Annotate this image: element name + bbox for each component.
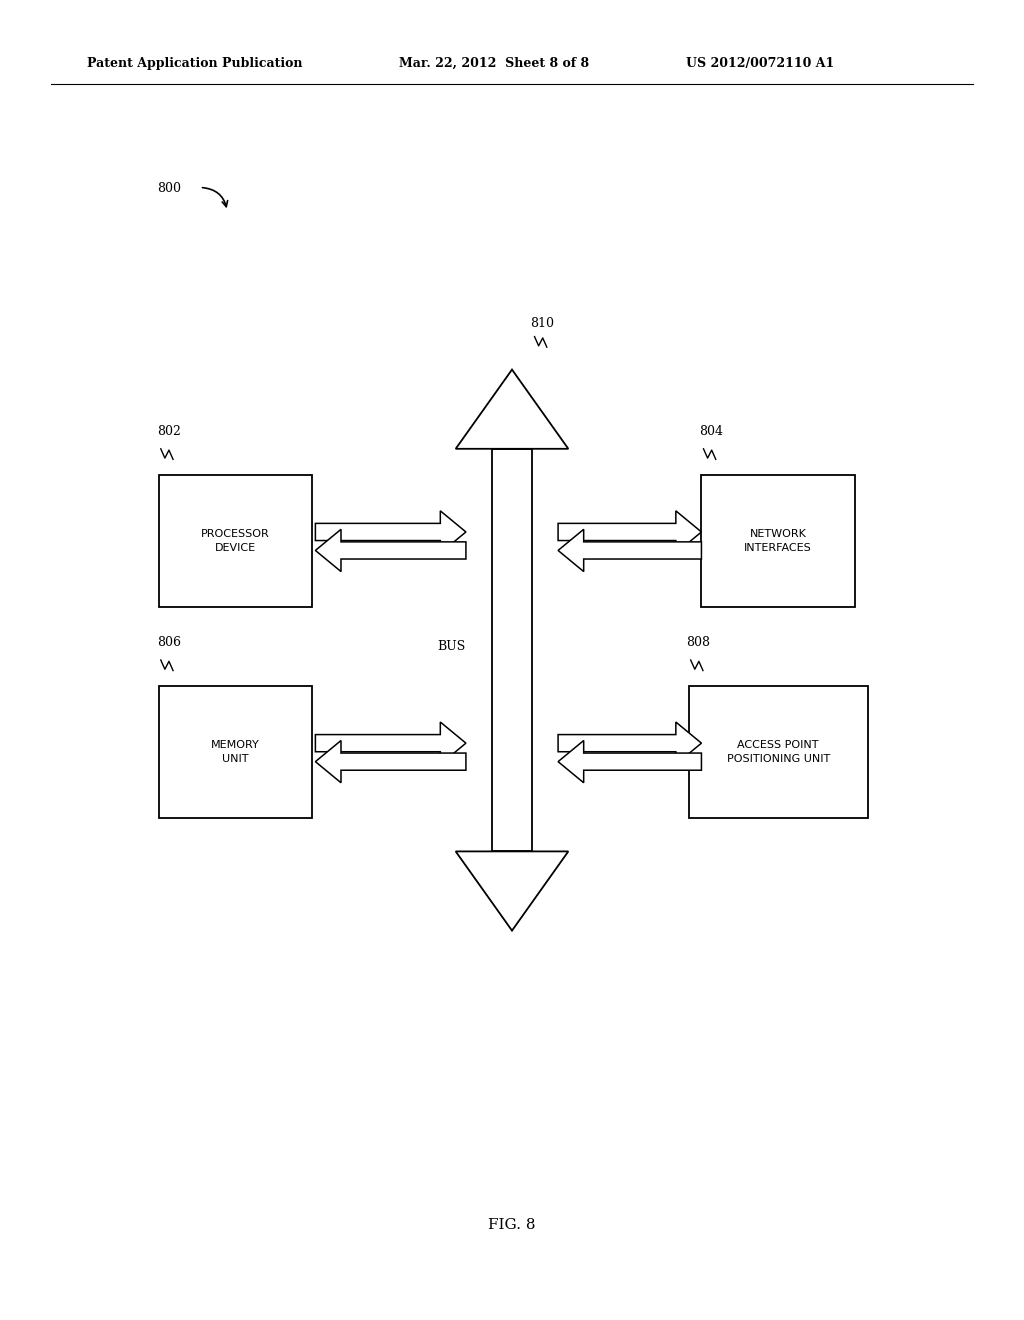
Text: US 2012/0072110 A1: US 2012/0072110 A1 (686, 57, 835, 70)
Text: PROCESSOR
DEVICE: PROCESSOR DEVICE (201, 529, 270, 553)
Bar (688, 686, 867, 818)
Polygon shape (558, 741, 701, 783)
Polygon shape (315, 722, 466, 764)
Text: ACCESS POINT
POSITIONING UNIT: ACCESS POINT POSITIONING UNIT (727, 741, 829, 764)
Polygon shape (315, 511, 466, 553)
Polygon shape (558, 722, 701, 764)
Polygon shape (558, 529, 701, 572)
Text: Patent Application Publication: Patent Application Publication (87, 57, 302, 70)
Text: 808: 808 (686, 636, 711, 649)
Text: NETWORK
INTERFACES: NETWORK INTERFACES (744, 529, 812, 553)
Polygon shape (456, 370, 568, 449)
Text: 800: 800 (157, 182, 180, 195)
Polygon shape (315, 529, 466, 572)
Bar (492, 449, 532, 851)
Polygon shape (558, 511, 701, 553)
Text: FIG. 8: FIG. 8 (488, 1218, 536, 1232)
Text: 810: 810 (530, 317, 554, 330)
Text: MEMORY
UNIT: MEMORY UNIT (211, 741, 260, 764)
Text: Mar. 22, 2012  Sheet 8 of 8: Mar. 22, 2012 Sheet 8 of 8 (399, 57, 590, 70)
Text: 802: 802 (157, 425, 180, 438)
Bar (159, 475, 312, 607)
Bar (159, 686, 312, 818)
Bar (701, 475, 855, 607)
Polygon shape (315, 741, 466, 783)
Text: 806: 806 (157, 636, 180, 649)
Text: 804: 804 (699, 425, 723, 438)
Text: BUS: BUS (437, 640, 466, 653)
Polygon shape (456, 851, 568, 931)
